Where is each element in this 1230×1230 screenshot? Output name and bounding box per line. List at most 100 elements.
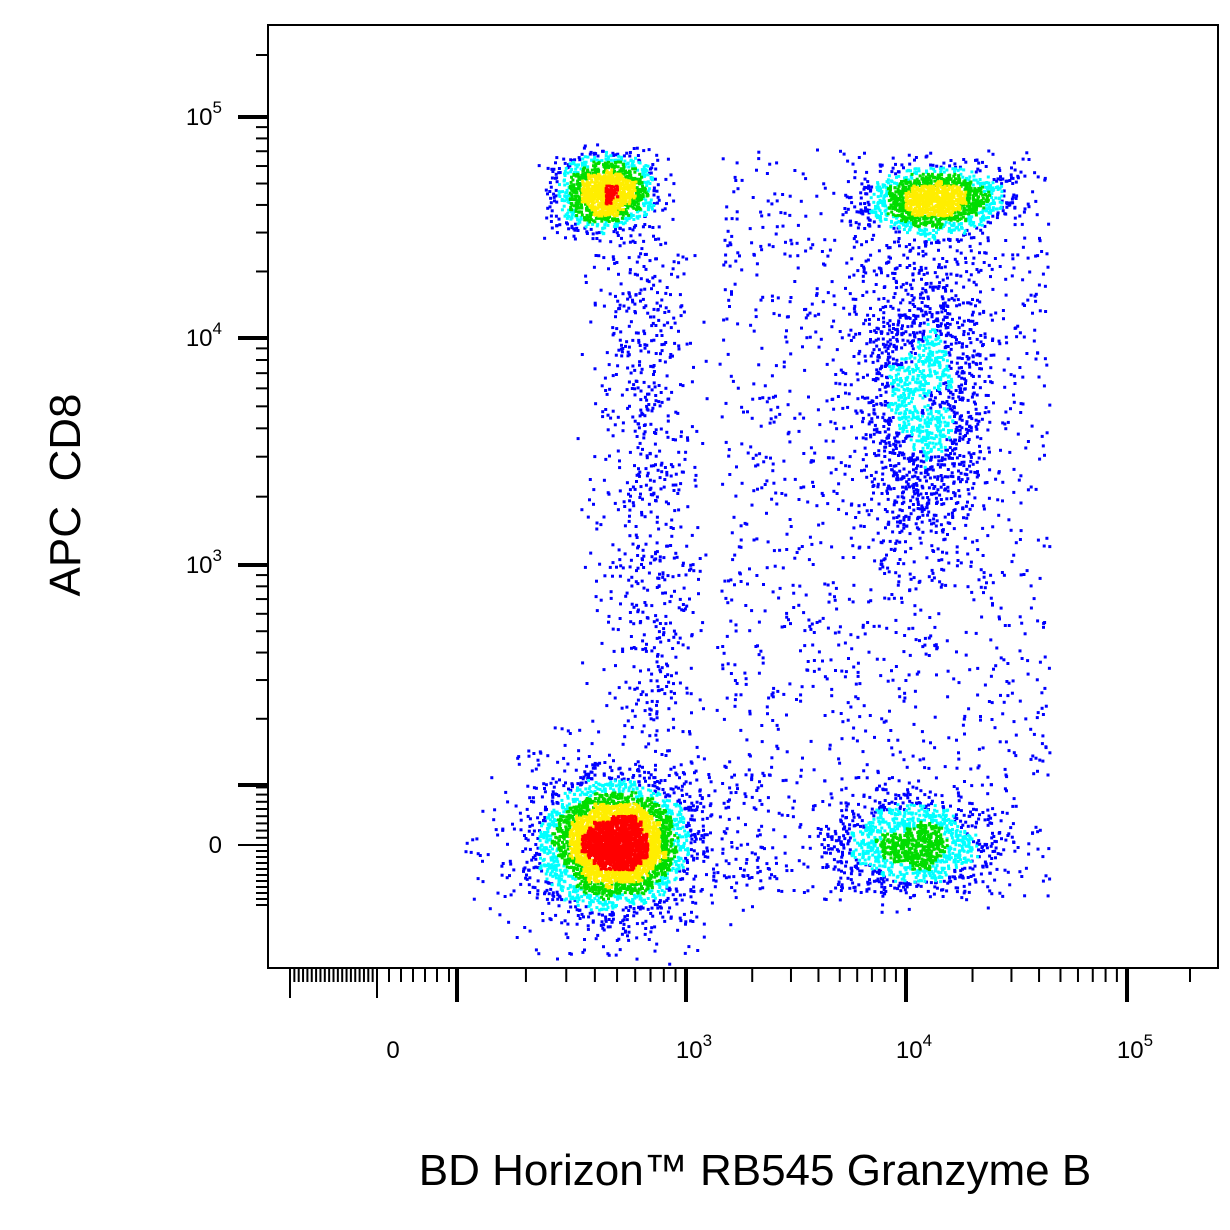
event-dot (962, 319, 966, 323)
event-dot (618, 766, 622, 770)
event-dot (811, 563, 815, 566)
event-dot (1012, 490, 1016, 494)
event-dot (854, 776, 858, 780)
event-dot (904, 245, 908, 249)
event-dot (883, 806, 887, 809)
event-dot (946, 468, 950, 471)
event-dot (528, 876, 532, 880)
event-dot (1029, 293, 1033, 297)
event-dot (921, 254, 925, 258)
event-dot (650, 689, 654, 693)
event-dot (684, 780, 688, 784)
event-dot (812, 669, 816, 673)
event-dot (665, 470, 669, 474)
event-dot (707, 773, 711, 776)
event-dot (615, 565, 618, 569)
event-dot (680, 788, 684, 792)
event-dot (905, 524, 909, 528)
event-dot (905, 435, 909, 439)
event-dot (589, 770, 593, 774)
event-dot (568, 732, 572, 735)
event-dot (1002, 189, 1006, 193)
event-dot (974, 880, 978, 884)
event-dot (534, 767, 538, 771)
event-dot (650, 672, 654, 676)
event-dot (902, 650, 906, 654)
event-dot (735, 465, 738, 469)
event-dot (882, 657, 886, 661)
event-dot (887, 433, 891, 437)
event-dot (872, 220, 876, 224)
event-dot (862, 270, 866, 274)
event-dot (543, 790, 547, 794)
event-dot (702, 757, 706, 761)
event-dot (943, 765, 947, 769)
event-dot (933, 396, 937, 400)
event-dot (671, 438, 675, 441)
event-dot (543, 819, 547, 823)
event-dot (665, 685, 669, 688)
event-dot (795, 698, 798, 701)
event-dot (543, 890, 547, 894)
event-dot (998, 891, 1002, 895)
event-dot (849, 223, 853, 227)
event-dot (841, 213, 845, 217)
event-dot (1046, 894, 1050, 898)
event-dot (921, 287, 925, 291)
event-dot (1004, 410, 1008, 414)
event-dot (750, 609, 754, 613)
event-dot (932, 492, 936, 496)
event-dot (604, 457, 608, 461)
event-dot (975, 393, 979, 397)
event-dot (1040, 706, 1044, 710)
event-dot (666, 749, 670, 753)
event-dot (638, 441, 642, 445)
event-dot (942, 350, 946, 354)
event-dot (859, 891, 863, 894)
event-dot (634, 224, 638, 228)
event-dot (996, 213, 1000, 217)
event-dot (838, 898, 842, 902)
event-dot (1018, 366, 1022, 369)
event-dot (859, 196, 863, 200)
event-dot (646, 471, 650, 475)
event-dot (504, 790, 508, 794)
event-dot (960, 875, 964, 879)
event-dot (781, 566, 785, 570)
event-dot (652, 620, 656, 624)
event-dot (690, 634, 694, 638)
event-dot (906, 339, 910, 343)
event-dot (575, 908, 579, 912)
event-dot (889, 342, 893, 346)
event-dot (905, 793, 909, 797)
event-dot (869, 599, 873, 603)
event-dot (726, 601, 730, 605)
event-dot (770, 765, 774, 769)
event-dot (912, 722, 916, 726)
event-dot (626, 934, 629, 938)
event-dot (1034, 254, 1038, 258)
event-dot (670, 534, 674, 538)
event-dot (1009, 528, 1013, 532)
event-dot (918, 324, 922, 328)
event-dot (844, 670, 848, 674)
event-dot (884, 343, 888, 347)
event-dot (621, 927, 625, 931)
event-dot (689, 848, 693, 852)
event-dot (724, 253, 728, 257)
event-dot (978, 242, 982, 246)
event-dot (845, 829, 848, 833)
event-dot (721, 667, 725, 671)
event-dot (524, 876, 528, 880)
event-dot (607, 492, 611, 496)
event-dot (743, 521, 747, 525)
event-dot (730, 845, 734, 849)
event-dot (945, 551, 949, 555)
event-dot (628, 488, 632, 492)
event-dot (547, 901, 551, 905)
event-dot (997, 831, 1001, 835)
event-dot (941, 550, 944, 554)
event-dot (644, 647, 648, 651)
event-dot (666, 419, 670, 423)
event-dot (1006, 420, 1010, 424)
